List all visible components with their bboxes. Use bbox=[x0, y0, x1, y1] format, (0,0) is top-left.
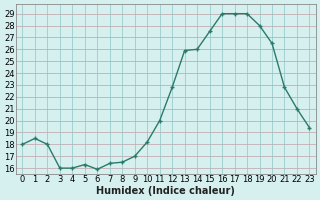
X-axis label: Humidex (Indice chaleur): Humidex (Indice chaleur) bbox=[97, 186, 236, 196]
